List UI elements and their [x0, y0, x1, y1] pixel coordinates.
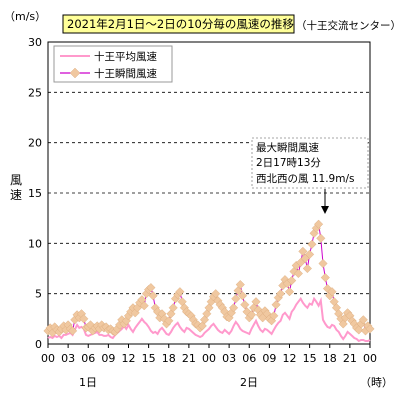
y-tick-label-0: 0 — [35, 338, 42, 351]
x-tick-label-2: 06 — [81, 352, 95, 365]
gust-point-87 — [237, 291, 248, 301]
chart-subtitle: （十王交流センター） — [296, 19, 400, 32]
gust-point-83 — [229, 303, 239, 313]
gust-point-102 — [271, 300, 281, 310]
title-box — [62, 14, 295, 34]
x-tick-label-11: 09 — [262, 352, 276, 365]
gust-point-114 — [298, 246, 308, 256]
annotation-line-2: 2日17時13分 — [256, 157, 321, 169]
y-axis-label: 風 速 — [10, 173, 26, 202]
gust-point-121 — [314, 219, 324, 229]
x-axis-ticks: 00 03 06 09 12 15 18 21 00 03 06 09 12 15 18 21 00 — [41, 344, 377, 365]
chart-title: 2021年2月1日～2日の10分毎の風速の推移 — [67, 17, 294, 31]
y-tick-label-15: 15 — [28, 187, 42, 200]
y-tick-label-5: 5 — [35, 288, 42, 301]
annotation-line-1: 最大瞬間風速 — [256, 141, 319, 154]
gust-point-117 — [305, 249, 315, 259]
x-tick-label-7: 21 — [182, 352, 196, 365]
gust-point-124 — [320, 273, 330, 283]
gust-point-11 — [68, 326, 78, 336]
gust-point-46 — [146, 283, 156, 293]
gust-point-109 — [287, 276, 297, 286]
gust-point-16 — [79, 314, 89, 324]
y-unit-label: （m/s） — [4, 10, 46, 23]
x-unit-label: （時） — [360, 376, 393, 389]
x-tick-label-5: 15 — [142, 352, 156, 365]
gust-point-116 — [302, 263, 312, 274]
x-tick-label-4: 12 — [122, 352, 136, 365]
legend-label-gust: 十王瞬間風速 — [94, 67, 157, 80]
gust-point-91 — [246, 310, 257, 320]
y-axis-label-char-1: 風 — [10, 173, 22, 187]
x-tick-label-6: 18 — [162, 352, 176, 365]
gust-point-141 — [358, 315, 368, 325]
gust-point-112 — [293, 268, 303, 279]
gust-point-122 — [316, 233, 326, 243]
legend: 十王平均風速 十王瞬間風速 — [53, 45, 173, 83]
x-tick-label-0: 00 — [41, 352, 55, 365]
y-tick-label-25: 25 — [28, 86, 42, 99]
gust-point-144 — [365, 324, 375, 334]
annotation-line-3: 西北西の風 11.9m/s — [256, 173, 354, 185]
y-tick-label-20: 20 — [28, 137, 42, 150]
x-tick-label-16: 00 — [363, 352, 377, 365]
gust-point-101 — [269, 311, 279, 321]
annotation-box — [251, 137, 369, 189]
legend-label-average: 十王平均風速 — [94, 50, 157, 63]
y-axis-ticks: 0 5 10 15 20 25 30 — [28, 36, 42, 351]
day-label-1: 1日 — [79, 376, 97, 389]
gust-point-93 — [251, 297, 261, 307]
gust-point-127 — [327, 287, 337, 297]
day-label-2: 2日 — [240, 376, 258, 389]
legend-marker-gust — [69, 67, 81, 79]
gust-point-43 — [139, 301, 149, 311]
x-tick-label-13: 15 — [303, 352, 317, 365]
gust-point-86 — [235, 280, 245, 290]
x-tick-label-12: 12 — [283, 352, 297, 365]
gust-point-118 — [307, 239, 317, 249]
gust-point-84 — [231, 294, 241, 304]
x-tick-label-1: 03 — [61, 352, 75, 365]
gust-point-47 — [148, 291, 158, 301]
y-axis-label-char-2: 速 — [10, 188, 22, 202]
gust-point-88 — [240, 300, 250, 310]
series-line-average — [47, 296, 371, 343]
gust-point-108 — [284, 287, 295, 297]
y-tick-label-30: 30 — [28, 36, 42, 49]
annotation-arrow-head — [321, 206, 329, 214]
x-tick-label-15: 21 — [343, 352, 357, 365]
gust-point-59 — [175, 287, 185, 297]
gust-point-56 — [168, 303, 178, 313]
gust-point-54 — [164, 316, 174, 326]
plot-area — [47, 41, 371, 345]
gust-point-104 — [276, 289, 286, 299]
y-tick-label-10: 10 — [28, 237, 42, 250]
x-tick-label-3: 09 — [101, 352, 115, 365]
gust-point-75 — [211, 289, 221, 299]
series-layer — [43, 219, 375, 343]
gust-point-123 — [318, 258, 328, 269]
x-tick-label-10: 06 — [242, 352, 256, 365]
max-gust-annotation: 最大瞬間風速 2日17時13分 西北西の風 11.9m/s — [251, 137, 369, 214]
x-tick-label-8: 00 — [202, 352, 216, 365]
x-tick-label-14: 18 — [323, 352, 337, 365]
x-tick-label-9: 03 — [222, 352, 236, 365]
